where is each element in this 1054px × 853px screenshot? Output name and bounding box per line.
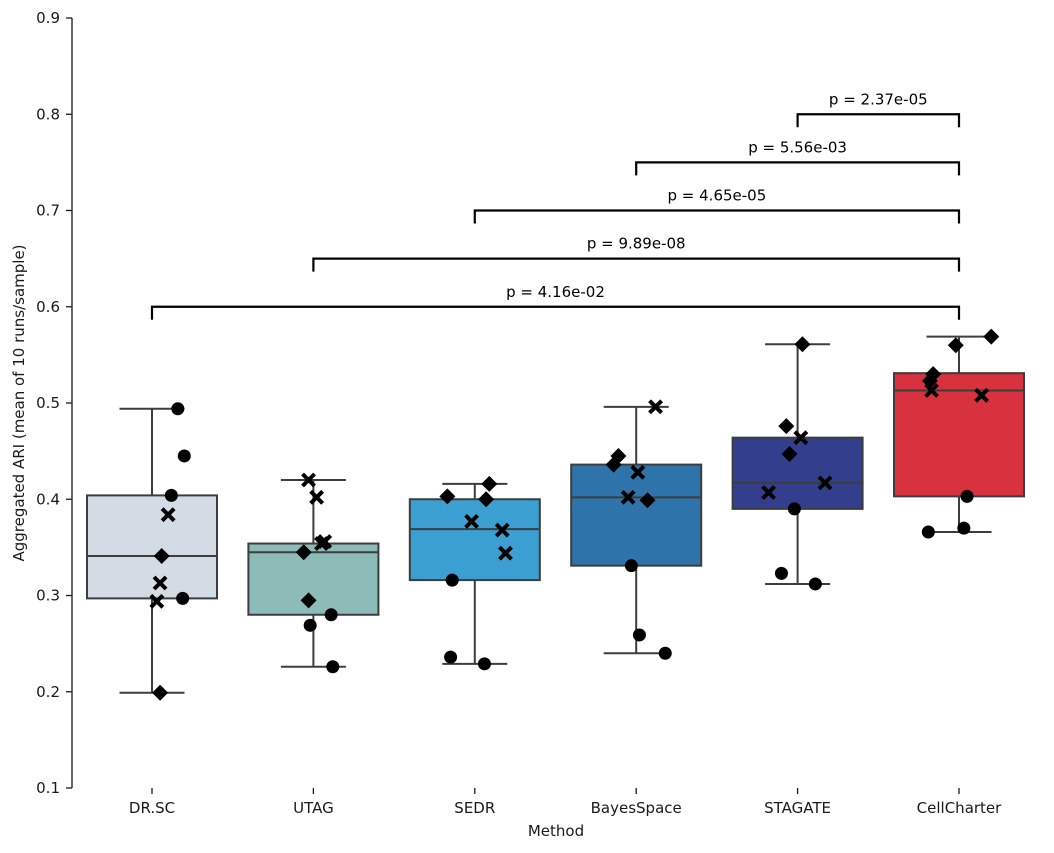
point-bayesspace-x <box>630 464 646 480</box>
point-cellcharter-circle <box>921 525 935 539</box>
point-utag-x <box>309 489 325 505</box>
point-cellcharter-x <box>974 387 990 403</box>
point-cellcharter-diamond <box>983 328 1000 345</box>
p-value-label: p = 4.16e-02 <box>506 283 605 301</box>
box-dr-sc <box>86 494 218 600</box>
point-cellcharter-circle <box>960 489 974 503</box>
x-tick-label: UTAG <box>293 799 334 817</box>
y-tick-label: 0.5 <box>36 394 60 412</box>
y-tick-label: 0.1 <box>36 779 60 797</box>
point-dr-sc-x <box>160 507 176 523</box>
y-tick-label: 0.2 <box>36 683 60 701</box>
point-stagate-x <box>793 430 809 446</box>
point-stagate-x <box>817 475 833 491</box>
point-dr-sc-diamond <box>152 684 169 701</box>
x-axis-label: Method <box>528 822 584 840</box>
point-stagate-circle <box>808 577 822 591</box>
point-utag-x <box>301 472 316 488</box>
point-sedr-x <box>464 513 479 529</box>
point-stagate-diamond <box>794 336 811 353</box>
point-utag-circle <box>303 618 317 632</box>
significance-bracket <box>312 257 961 272</box>
point-stagate-x <box>761 485 776 500</box>
y-tick-label: 0.9 <box>36 9 60 27</box>
point-bayesspace-circle <box>658 646 672 660</box>
point-dr-sc-circle <box>176 591 190 605</box>
point-sedr-diamond <box>478 491 495 508</box>
point-sedr-circle <box>444 650 458 664</box>
x-tick-label: CellCharter <box>917 799 1002 817</box>
point-stagate-circle <box>774 566 788 580</box>
point-dr-sc-x <box>149 593 165 609</box>
point-cellcharter-diamond <box>947 337 964 354</box>
y-tick-label: 0.4 <box>36 490 60 508</box>
significance-bracket <box>150 305 961 320</box>
point-utag-diamond <box>300 592 317 609</box>
point-dr-sc-circle <box>164 488 178 502</box>
point-stagate-circle <box>787 502 801 516</box>
point-bayesspace-diamond <box>639 492 656 509</box>
point-bayesspace-circle <box>632 628 646 642</box>
point-sedr-diamond <box>481 475 498 492</box>
point-dr-sc-circle <box>171 402 185 416</box>
x-tick-label: DR.SC <box>129 799 175 817</box>
p-value-label: p = 9.89e-08 <box>587 235 686 253</box>
p-value-label: p = 5.56e-03 <box>748 138 847 156</box>
point-dr-sc-circle <box>177 449 191 463</box>
y-tick-label: 0.8 <box>36 105 60 123</box>
box-utag <box>247 542 380 616</box>
y-tick-label: 0.3 <box>36 587 60 605</box>
point-utag-circle <box>324 608 338 622</box>
point-sedr-x <box>494 522 510 538</box>
box-stagate <box>731 436 864 510</box>
point-bayesspace-x <box>620 489 636 505</box>
point-sedr-circle <box>477 657 491 671</box>
y-tick-label: 0.6 <box>36 298 60 316</box>
box-bayesspace <box>570 463 703 567</box>
axes: 0.1 0.2 0.3 0.4 0.5 0.6 0.7 0.8 0.9 DR.SC UTAG SEDR… <box>36 9 1002 817</box>
point-utag-x <box>314 536 329 551</box>
box-sedr <box>408 498 541 582</box>
point-utag-diamond <box>295 544 312 561</box>
point-stagate-diamond <box>781 446 798 463</box>
x-tick-label: SEDR <box>454 799 495 817</box>
x-tick-label: STAGATE <box>764 799 831 817</box>
point-cellcharter-circle <box>957 521 971 535</box>
point-sedr-circle <box>445 573 459 587</box>
data-points <box>149 328 1000 701</box>
point-bayesspace-x <box>648 399 663 415</box>
point-dr-sc-x <box>152 575 168 591</box>
significance-bracket <box>473 209 961 224</box>
x-tick-label: BayesSpace <box>591 799 682 817</box>
y-axis-label: Aggregated ARI (mean of 10 runs/sample) <box>10 244 28 561</box>
point-bayesspace-diamond <box>605 456 622 473</box>
point-bayesspace-circle <box>624 559 638 573</box>
point-utag-circle <box>326 660 340 674</box>
significance-brackets: p = 4.16e-02 p = 9.89e-08 p = 4.65e-05 p = … <box>150 90 961 320</box>
p-value-label: p = 2.37e-05 <box>829 90 928 108</box>
significance-bracket <box>635 161 961 176</box>
point-sedr-x <box>498 545 513 561</box>
point-dr-sc-diamond <box>153 548 170 565</box>
box-cellcharter <box>893 372 1025 498</box>
significance-bracket <box>796 113 961 128</box>
point-sedr-diamond <box>439 488 456 505</box>
boxes <box>86 335 1025 694</box>
point-cellcharter-x <box>924 383 939 398</box>
p-value-label: p = 4.65e-05 <box>668 187 767 205</box>
y-tick-label: 0.7 <box>36 202 60 220</box>
point-stagate-diamond <box>778 418 795 435</box>
